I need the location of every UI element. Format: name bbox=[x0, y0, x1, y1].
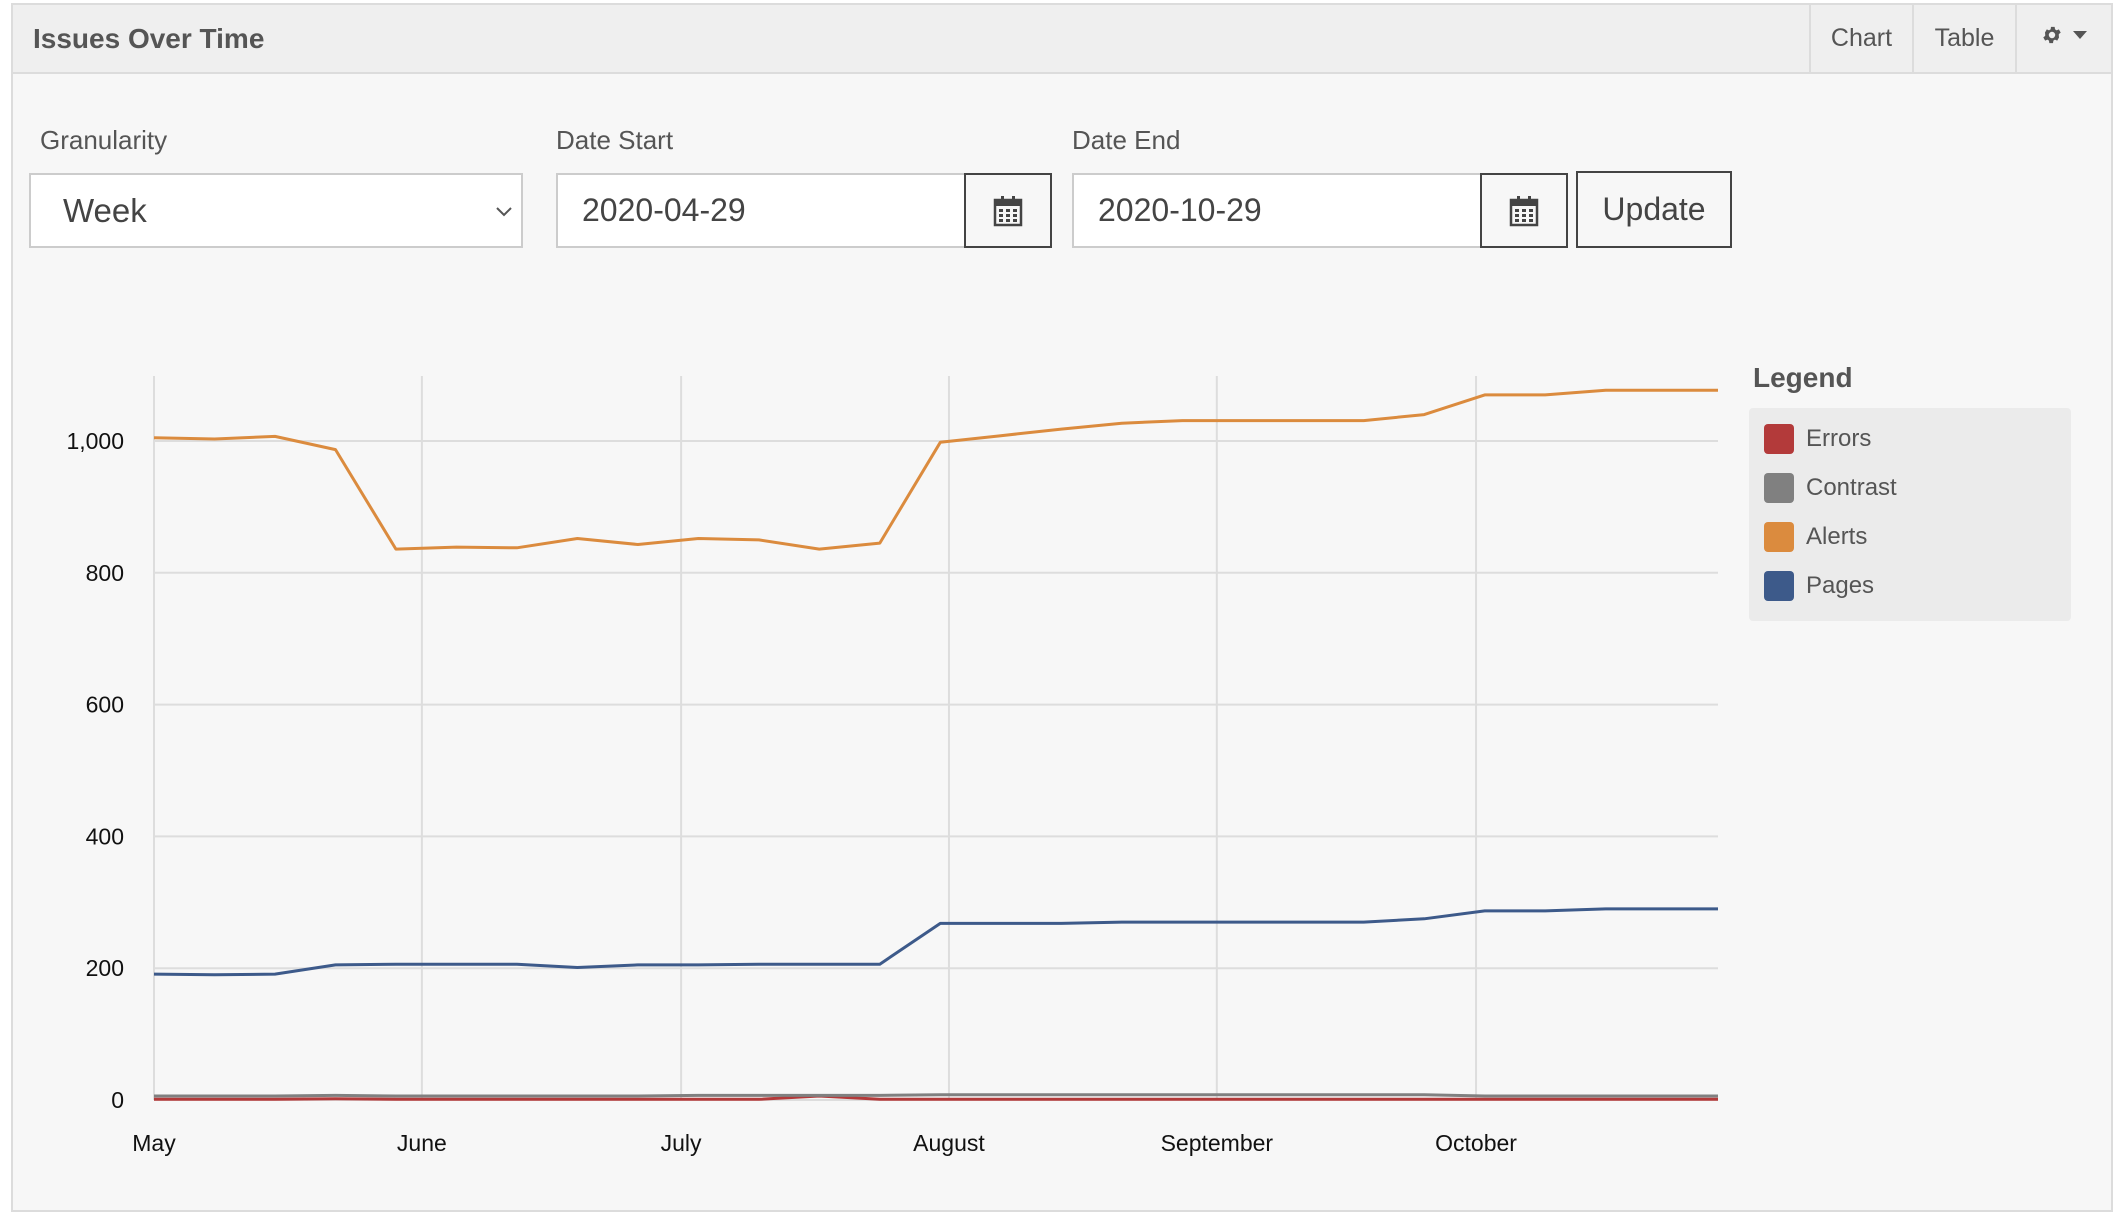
legend-item-contrast[interactable]: Contrast bbox=[1764, 472, 1897, 504]
y-tick-label: 0 bbox=[111, 1087, 124, 1113]
x-tick-label: August bbox=[913, 1130, 985, 1156]
y-tick-label: 1,000 bbox=[66, 428, 124, 454]
x-tick-label: July bbox=[661, 1130, 702, 1156]
legend: Errors Contrast Alerts Pages bbox=[1749, 408, 2071, 621]
tab-table[interactable]: Table bbox=[1912, 5, 2015, 72]
legend-item-alerts[interactable]: Alerts bbox=[1764, 521, 1867, 553]
granularity-label: Granularity bbox=[40, 125, 168, 155]
calendar-icon bbox=[993, 195, 1023, 226]
legend-label: Contrast bbox=[1806, 474, 1897, 501]
date-end-value: 2020-10-29 bbox=[1098, 192, 1262, 228]
y-tick-label: 400 bbox=[86, 823, 124, 849]
legend-swatch bbox=[1764, 473, 1794, 503]
x-tick-label: June bbox=[397, 1130, 447, 1156]
date-end-calendar-button[interactable] bbox=[1480, 173, 1568, 248]
x-tick-label: October bbox=[1435, 1130, 1517, 1156]
series-line-alerts bbox=[153, 388, 1718, 551]
legend-swatch bbox=[1764, 571, 1794, 601]
chevron-down-icon bbox=[2073, 31, 2087, 39]
x-tick-label: September bbox=[1161, 1130, 1274, 1156]
panel-title: Issues Over Time bbox=[33, 23, 265, 54]
legend-label: Pages bbox=[1806, 572, 1875, 599]
y-tick-label: 600 bbox=[86, 692, 124, 718]
date-start-input[interactable]: 2020-04-29 bbox=[556, 173, 966, 248]
series-line-pages bbox=[153, 907, 1718, 977]
update-button[interactable]: Update bbox=[1576, 171, 1732, 248]
granularity-value: Week bbox=[63, 192, 147, 229]
settings-dropdown-button[interactable] bbox=[2015, 5, 2111, 72]
legend-swatch bbox=[1764, 522, 1794, 552]
gear-icon bbox=[2043, 26, 2061, 44]
date-start-calendar-button[interactable] bbox=[964, 173, 1052, 248]
tab-chart[interactable]: Chart bbox=[1809, 5, 1912, 72]
date-end-input[interactable]: 2020-10-29 bbox=[1072, 173, 1482, 248]
calendar-icon bbox=[1509, 195, 1539, 226]
date-end-label: Date End bbox=[1072, 125, 1181, 155]
y-tick-label: 200 bbox=[86, 955, 124, 981]
legend-label: Errors bbox=[1806, 425, 1872, 452]
series-line-errors bbox=[154, 1094, 1718, 1101]
panel-header: Issues Over Time Chart Table bbox=[13, 5, 2111, 74]
legend-item-errors[interactable]: Errors bbox=[1764, 423, 1871, 455]
y-tick-label: 800 bbox=[86, 560, 124, 586]
chevron-down-icon bbox=[496, 207, 512, 217]
granularity-select[interactable]: Week bbox=[29, 173, 523, 248]
series-line-contrast bbox=[154, 1093, 1718, 1098]
x-tick-label: May bbox=[132, 1130, 176, 1156]
legend-label: Alerts bbox=[1806, 523, 1868, 550]
legend-title: Legend bbox=[1753, 362, 1853, 393]
date-start-label: Date Start bbox=[556, 125, 674, 155]
legend-swatch bbox=[1764, 424, 1794, 454]
legend-item-pages[interactable]: Pages bbox=[1764, 570, 1874, 602]
date-start-value: 2020-04-29 bbox=[582, 192, 746, 228]
